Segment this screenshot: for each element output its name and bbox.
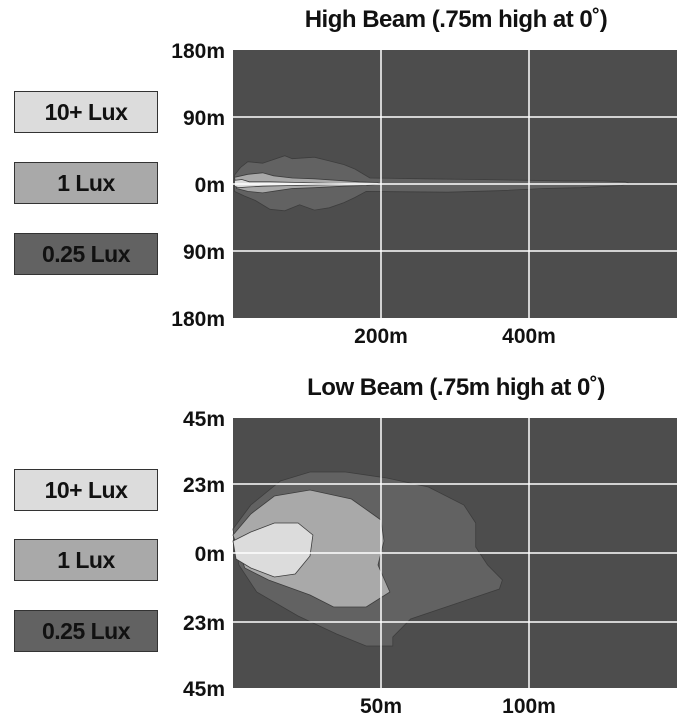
legend-item-0-25-lux: 0.25 Lux xyxy=(14,610,158,652)
low-beam-panel: Low Beam (.75m high at 0˚) 10+ Lux 1 Lux… xyxy=(0,368,680,717)
x-tick-label: 50m xyxy=(360,695,402,717)
legend-item-0-25-lux: 0.25 Lux xyxy=(14,233,158,275)
x-tick-label: 200m xyxy=(354,325,408,348)
y-tick-label: 45m xyxy=(183,678,225,701)
y-tick-label: 90m xyxy=(183,107,225,130)
y-tick-label: 0m xyxy=(195,174,225,197)
low-beam-chart: 45m 23m 0m 23m 45m 50m 100m xyxy=(183,408,677,717)
isolux-region xyxy=(232,522,314,578)
legend-item-10-lux: 10+ Lux xyxy=(14,91,158,133)
y-tick-label: 90m xyxy=(183,241,225,264)
y-tick-label: 23m xyxy=(183,612,225,635)
y-tick-label: 180m xyxy=(171,308,225,331)
legend-item-1-lux: 1 Lux xyxy=(14,539,158,581)
y-tick-label: 0m xyxy=(195,543,225,566)
y-tick-label: 180m xyxy=(171,40,225,63)
y-tick-label: 23m xyxy=(183,474,225,497)
legend-item-10-lux: 10+ Lux xyxy=(14,469,158,511)
x-tick-label: 100m xyxy=(502,695,556,717)
chart-title: High Beam (.75m high at 0˚) xyxy=(304,6,608,33)
high-beam-panel: High Beam (.75m high at 0˚) 10+ Lux 1 Lu… xyxy=(0,0,680,350)
isolux-region xyxy=(232,489,391,608)
x-tick-label: 400m xyxy=(502,325,556,348)
chart-title: Low Beam (.75m high at 0˚) xyxy=(307,374,605,401)
high-beam-chart: 180m 90m 0m 90m 180m 200m 400m xyxy=(171,40,677,348)
y-tick-label: 45m xyxy=(183,408,225,431)
legend-item-1-lux: 1 Lux xyxy=(14,162,158,204)
